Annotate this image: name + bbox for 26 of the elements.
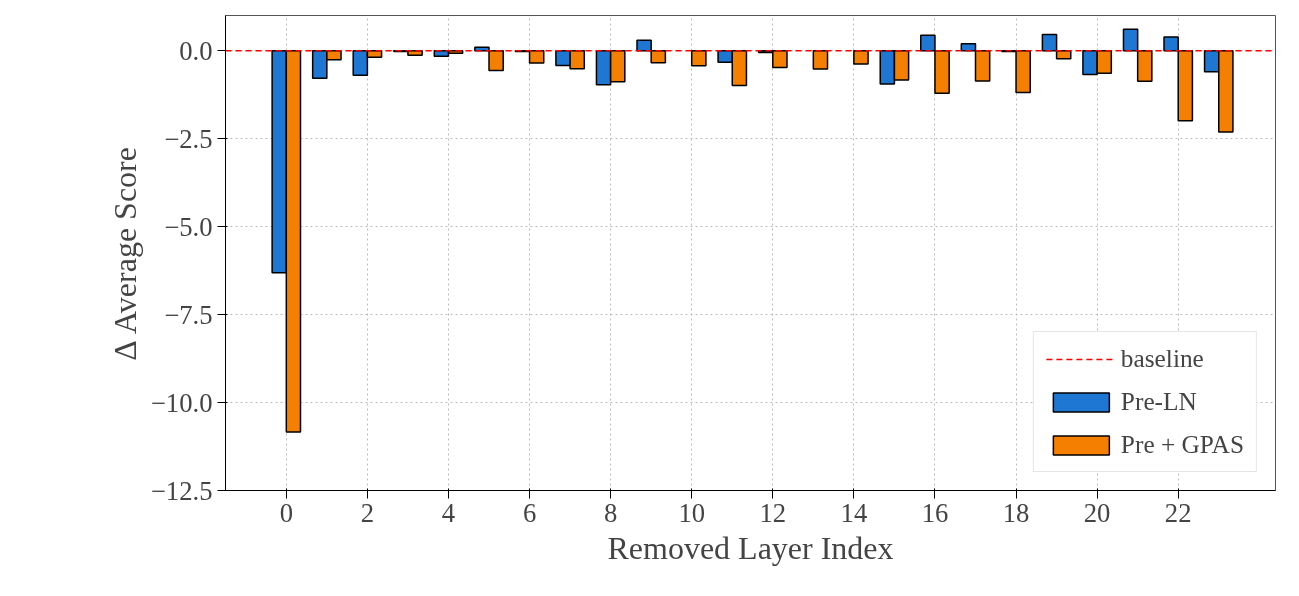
bar [812,49,829,70]
y-tick-label: −5.0 [164,211,213,242]
legend-label: baseline [1120,344,1204,373]
y-tick-label: −10.0 [150,387,213,418]
y-tick-label: −12.5 [150,475,213,506]
x-tick-label: 18 [1002,497,1030,528]
legend-label: Pre + GPAS [1120,430,1244,459]
x-tick-label: 0 [279,497,293,528]
x-tick-label: 4 [441,497,456,528]
x-tick-label: 8 [603,497,618,528]
x-tick-label: 22 [1164,497,1192,528]
x-tick-label: 2 [360,497,375,528]
x-tick-label: 12 [759,497,787,528]
x-tick-label: 20 [1083,497,1111,528]
y-tick-label: −2.5 [164,123,213,154]
x-tick-label: 14 [840,497,868,528]
x-axis-title: Removed Layer Index [607,529,894,566]
bar [690,49,707,67]
y-tick-label: 0.0 [179,35,213,66]
x-tick-label: 6 [522,497,537,528]
x-tick-label: 10 [678,497,706,528]
x-tick-label: 16 [921,497,949,528]
y-tick-label: −7.5 [164,299,213,330]
bar [853,49,869,65]
legend-label: Pre-LN [1120,387,1197,416]
y-axis-title: Δ Average Score [106,147,143,361]
